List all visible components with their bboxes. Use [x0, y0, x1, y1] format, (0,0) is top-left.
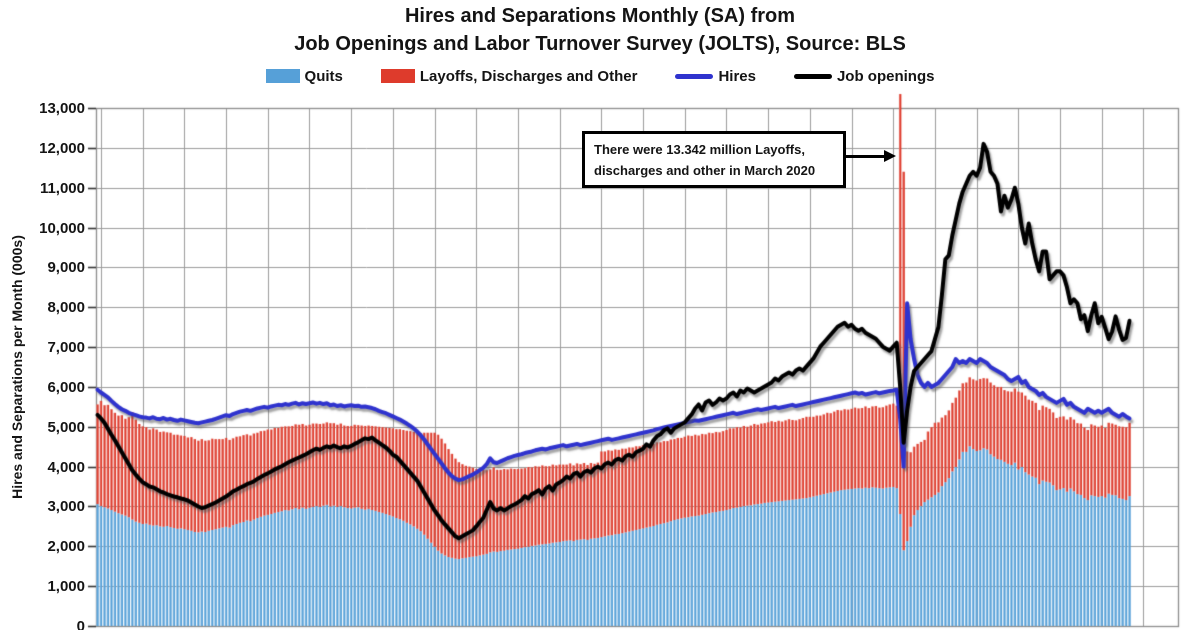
hires-swatch: [675, 73, 714, 79]
annotation-arrow-head-icon: [884, 150, 896, 162]
y-tick-label: 4,000: [47, 458, 85, 476]
y-tick-label: 7,000: [47, 339, 85, 357]
y-tick-label: 8,000: [47, 299, 85, 317]
y-tick-label: 2,000: [47, 538, 85, 556]
y-tick-label: 0: [76, 618, 85, 630]
legend-item-layoffs: Layoffs, Discharges and Other: [380, 67, 638, 85]
legend-item-quits: Quits: [265, 67, 343, 85]
y-tick-label: 10,000: [39, 219, 85, 237]
legend-label-job-openings: Job openings: [836, 67, 935, 85]
quits-swatch: [265, 69, 300, 83]
y-tick-label: 13,000: [39, 100, 85, 117]
annotation-line2: discharges and other in March 2020: [594, 163, 816, 178]
legend-item-job-openings: Job openings: [793, 67, 935, 85]
y-tick-label: 6,000: [47, 378, 85, 396]
annotation-line1: There were 13.342 million Layoffs,: [594, 142, 805, 157]
legend-label-quits: Quits: [304, 67, 343, 85]
chart-title-line1: Hires and Separations Monthly (SA) from: [404, 5, 796, 27]
job-openings-swatch: [793, 73, 832, 79]
chart-title-line2: Job Openings and Labor Turnover Survey (…: [294, 33, 906, 55]
annotation-callout: There were 13.342 million Layoffs, disch…: [582, 131, 846, 188]
y-tick-label: 1,000: [47, 578, 85, 596]
y-tick-label: 9,000: [47, 259, 85, 277]
y-tick-label: 5,000: [47, 418, 85, 436]
legend-label-hires: Hires: [718, 67, 756, 85]
legend-item-hires: Hires: [675, 68, 756, 85]
layoffs-swatch: [380, 69, 415, 83]
y-tick-label: 11,000: [39, 179, 85, 197]
annotation-arrow: [845, 155, 884, 158]
y-tick-label: 12,000: [39, 139, 85, 157]
chart-title: Hires and Separations Monthly (SA) from …: [0, 2, 1200, 58]
y-tick-label: 3,000: [47, 498, 85, 516]
legend-label-layoffs: Layoffs, Discharges and Other: [419, 67, 638, 85]
chart-legend: Quits Layoffs, Discharges and Other Hire…: [0, 64, 1200, 88]
